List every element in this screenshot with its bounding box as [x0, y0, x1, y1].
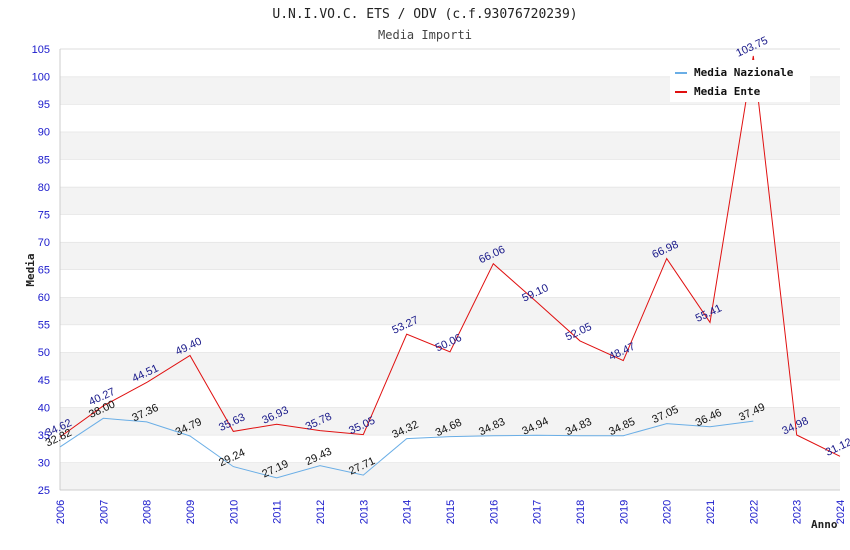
x-tick-label: 2018 [575, 500, 587, 524]
series-lines [59, 55, 841, 479]
x-tick-label: 2023 [792, 500, 804, 524]
x-tick-label: 2013 [358, 500, 370, 524]
grid-band [60, 186, 840, 215]
y-tick-label: 95 [38, 99, 50, 111]
grid-band [60, 379, 840, 408]
series-line [59, 55, 841, 457]
y-tick-label: 100 [32, 72, 50, 84]
x-tick-label: 2017 [532, 500, 544, 524]
grid-band [60, 214, 840, 242]
x-tick-label: 2012 [315, 500, 327, 524]
x-axis-ticks: 2006 2007 2008 2009 2010 2011 2012 2013 2014 2015… [55, 500, 847, 524]
x-tick-label: 2014 [402, 500, 414, 524]
y-tick-label: 90 [38, 127, 50, 139]
x-tick-label: 2008 [142, 500, 154, 524]
x-tick-label: 2015 [445, 500, 457, 524]
y-axis-ticks: 25 30 35 40 45 50 55 60 65 70 75 80 85 90 95 100 105 [32, 44, 50, 497]
y-tick-label: 105 [32, 44, 50, 56]
y-tick-label: 40 [38, 402, 50, 414]
grid-band [60, 324, 840, 353]
legend-entry: Media Nazionale [694, 66, 794, 79]
x-tick-label: 2019 [618, 500, 630, 524]
grid-band [60, 407, 840, 435]
x-tick-label: 2020 [662, 500, 674, 524]
grid-band [60, 104, 840, 132]
y-tick-label: 80 [38, 182, 50, 194]
y-tick-label: 85 [38, 154, 50, 166]
grid-band [60, 352, 840, 380]
x-axis-label: Anno [811, 518, 838, 531]
y-tick-label: 35 [38, 430, 50, 442]
x-tick-label: 2016 [488, 500, 500, 524]
chart-subtitle: Media Importi [378, 28, 472, 42]
y-tick-label: 50 [38, 347, 50, 359]
y-tick-label: 65 [38, 265, 50, 277]
y-tick-label: 30 [38, 457, 50, 469]
legend-box [670, 60, 810, 102]
grid-bands [59, 48, 840, 491]
legend: Media Nazionale Media Ente [670, 60, 810, 102]
x-tick-label: 2022 [748, 500, 760, 524]
grid-band [60, 241, 840, 270]
grid-band [60, 462, 840, 490]
x-tick-label: 2010 [228, 500, 240, 524]
y-axis-label: Media [24, 253, 37, 286]
grid-band [60, 131, 840, 160]
grid-band [60, 434, 840, 463]
y-tick-label: 70 [38, 237, 50, 249]
y-tick-label: 25 [38, 485, 50, 497]
y-tick-label: 55 [38, 320, 50, 332]
y-tick-label: 75 [38, 209, 50, 221]
series-line [59, 417, 754, 479]
y-tick-label: 60 [38, 292, 50, 304]
x-tick-label: 2006 [55, 500, 67, 524]
grid-band [60, 297, 840, 325]
chart-title: U.N.I.VO.C. ETS / ODV (c.f.93076720239) [272, 7, 577, 22]
x-tick-label: 2009 [185, 500, 197, 524]
x-tick-label: 2021 [705, 500, 717, 524]
x-tick-label: 2007 [98, 500, 110, 524]
y-tick-label: 45 [38, 375, 50, 387]
legend-entry: Media Ente [694, 85, 761, 98]
x-tick-label: 2011 [272, 500, 284, 524]
grid-band [60, 269, 840, 298]
x-tick-label: 2024 [835, 500, 847, 524]
grid-band [60, 159, 840, 187]
